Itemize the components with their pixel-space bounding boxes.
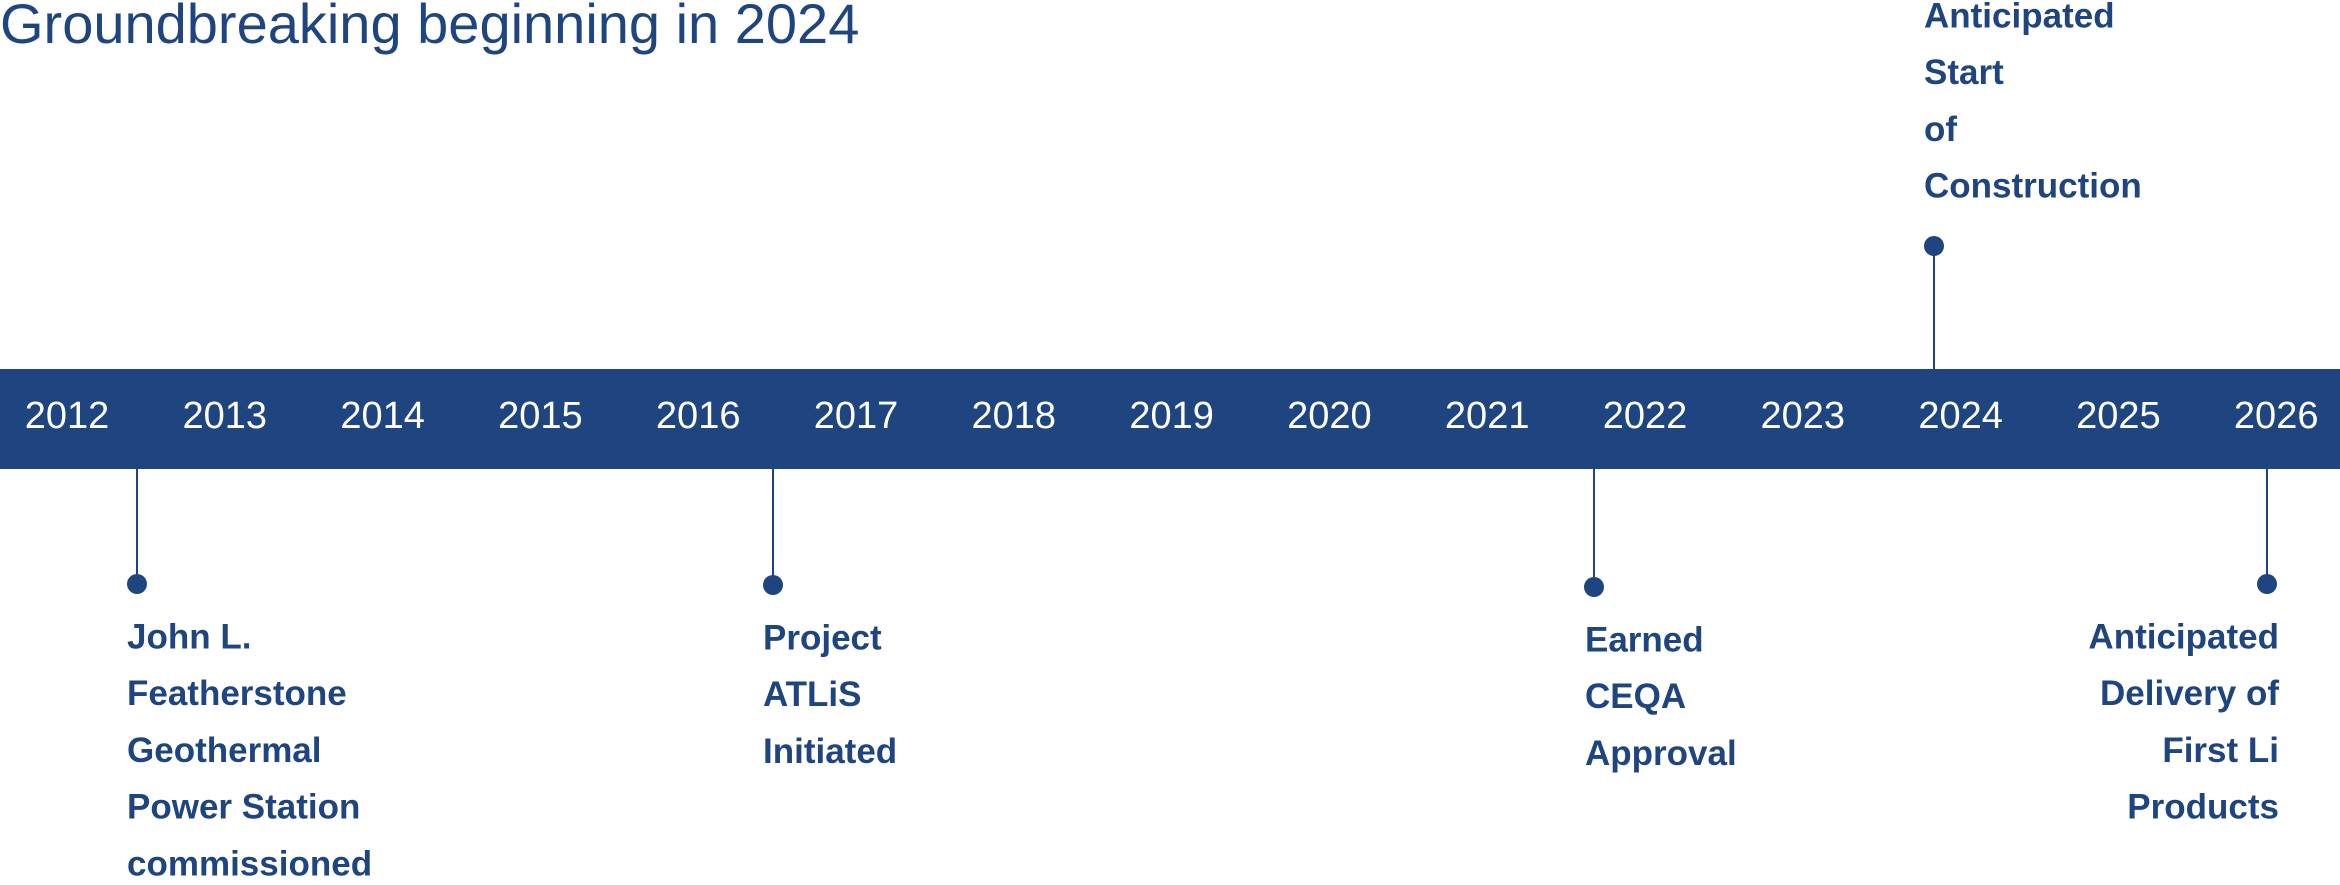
marker-dot [763, 575, 783, 595]
event-label: First Li [2162, 731, 2279, 770]
event-label: of [1924, 110, 1957, 149]
event-label: commissioned [127, 844, 372, 883]
year-label: 2017 [814, 395, 899, 437]
year-label: 2023 [1761, 395, 1846, 437]
year-label: 2016 [656, 395, 741, 437]
year-label: 2024 [1918, 395, 2003, 437]
event-label: ATLiS [763, 675, 862, 714]
event-label: Delivery of [2100, 674, 2279, 713]
timeline-band [0, 369, 2340, 469]
title: Groundbreaking beginning in 2024 [0, 0, 859, 55]
year-label: 2021 [1445, 395, 1530, 437]
event-label: Construction [1924, 167, 2142, 206]
event-label: Approval [1585, 734, 1737, 773]
event-label: Power Station [127, 788, 360, 827]
marker-dot [1924, 236, 1944, 256]
year-label: 2026 [2234, 395, 2319, 437]
marker-dot [1584, 577, 1604, 597]
event-label: Anticipated [2088, 617, 2279, 656]
event-label: Products [2127, 788, 2279, 827]
year-label: 2019 [1129, 395, 1214, 437]
event-label: Featherstone [127, 674, 347, 713]
event-label: Geothermal [127, 731, 322, 770]
marker-dot [2257, 574, 2277, 594]
year-label: 2015 [498, 395, 583, 437]
event-label: Initiated [763, 732, 897, 771]
year-label: 2022 [1603, 395, 1688, 437]
year-label: 2018 [972, 395, 1057, 437]
year-label: 2013 [183, 395, 268, 437]
year-label: 2025 [2076, 395, 2161, 437]
year-label: 2012 [25, 395, 110, 437]
event-label: Anticipated [1924, 0, 2115, 35]
year-label: 2020 [1287, 395, 1372, 437]
marker-dot [127, 574, 147, 594]
event-label: Start [1924, 53, 2004, 92]
year-label: 2014 [340, 395, 425, 437]
event-label: CEQA [1585, 677, 1686, 716]
event-label: Earned [1585, 620, 1704, 659]
event-label: John L. [127, 617, 251, 656]
event-label: Project [763, 618, 882, 657]
